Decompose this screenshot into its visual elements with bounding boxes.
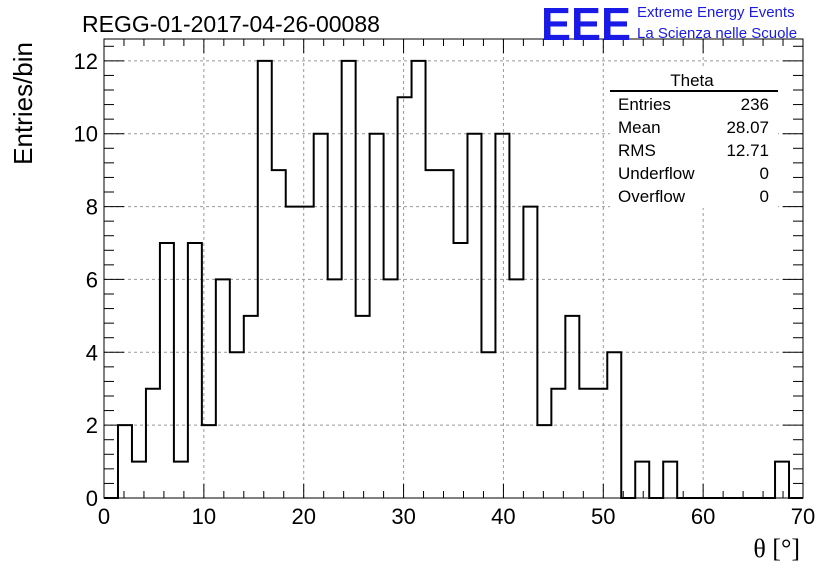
y-axis-label: Entries/bin [8, 42, 38, 165]
x-tick-label: 40 [491, 504, 515, 529]
x-tick-label: 70 [791, 504, 815, 529]
x-tick-labels: 0 10 20 30 40 50 60 70 [98, 504, 815, 529]
brand-line-1: Extreme Energy Events [637, 4, 795, 21]
x-tick-label: 20 [291, 504, 315, 529]
stats-box-title: Theta [670, 71, 714, 90]
x-axis-label: θ [°] [753, 534, 800, 563]
stats-row-value: 0 [760, 187, 769, 206]
x-tick-label: 60 [691, 504, 715, 529]
stats-row-value: 236 [741, 95, 769, 114]
y-tick-label: 8 [86, 195, 98, 220]
x-tick-label: 50 [591, 504, 615, 529]
stats-row-value: 28.07 [726, 118, 769, 137]
stats-row-label: Mean [618, 118, 661, 137]
stats-row-value: 0 [760, 164, 769, 183]
stats-row-label: RMS [618, 141, 656, 160]
x-tick-label: 30 [391, 504, 415, 529]
stats-row-label: Entries [618, 95, 671, 114]
y-tick-label: 6 [86, 267, 98, 292]
y-tick-labels: 0 2 4 6 8 10 12 [74, 49, 98, 511]
y-tick-label: 4 [86, 340, 98, 365]
stats-box: Theta Entries 236 Mean 28.07 RMS 12.71 Underfl… [610, 68, 778, 208]
histogram-line [104, 59, 803, 499]
stats-row-label: Overflow [618, 187, 686, 206]
y-tick-label: 12 [74, 49, 98, 74]
stats-row-value: 12.71 [726, 141, 769, 160]
brand-line-2: La Scienza nelle Scuole [637, 25, 797, 42]
x-tick-label: 0 [98, 504, 110, 529]
axis-ticks [103, 39, 804, 499]
y-tick-label: 0 [86, 486, 98, 511]
y-tick-label: 10 [74, 122, 98, 147]
stats-row-label: Underflow [618, 164, 695, 183]
plot-frame [103, 38, 804, 499]
eee-logo: EEE [541, 0, 631, 50]
x-tick-label: 10 [192, 504, 216, 529]
y-tick-label: 2 [86, 413, 98, 438]
stats-box-rows: Entries 236 Mean 28.07 RMS 12.71 Underflow 0 Ove… [618, 95, 769, 206]
run-title: REGG-01-2017-04-26-00088 [82, 11, 380, 37]
